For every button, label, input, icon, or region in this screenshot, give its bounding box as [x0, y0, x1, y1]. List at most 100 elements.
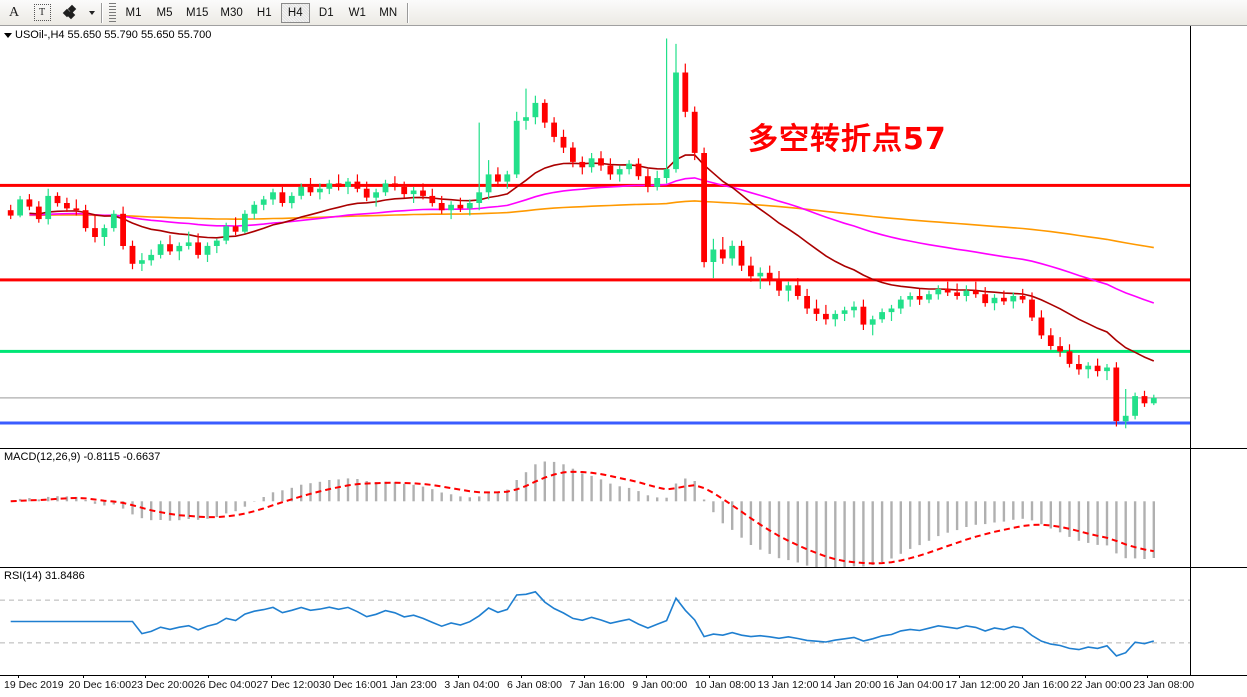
candle — [1085, 365, 1092, 370]
time-tick-mark — [771, 675, 773, 678]
candle — [26, 199, 33, 207]
candle — [1113, 367, 1120, 422]
timeframe-m5[interactable]: M5 — [156, 6, 173, 19]
time-tick-mark — [521, 675, 523, 678]
candle — [804, 296, 810, 309]
ma-mid-line — [29, 177, 1155, 304]
timeframe-h4[interactable]: H4 — [280, 2, 310, 23]
objects-list-icon[interactable] — [57, 2, 83, 24]
candle — [729, 245, 736, 259]
time-tick-mark — [458, 675, 460, 678]
time-tick-label: 14 Jan 20:00 — [820, 679, 881, 691]
candle — [954, 292, 960, 296]
candle — [148, 254, 155, 261]
timeframe-d1[interactable]: D1 — [318, 6, 334, 19]
candle — [654, 178, 661, 187]
price-pane[interactable]: 多空转折点57 USOil-,H4 55.650 55.790 55.650 5… — [0, 26, 1247, 448]
time-tick-label: 20 Jan 16:00 — [1008, 679, 1069, 691]
rsi-svg — [0, 590, 1190, 657]
candle — [64, 203, 70, 209]
price-plot[interactable]: 多空转折点57 — [0, 26, 1190, 448]
candle — [607, 165, 614, 175]
timeframe-h1[interactable]: H1 — [256, 6, 272, 19]
candle — [410, 190, 417, 195]
toolbar-divider-2 — [406, 2, 409, 23]
time-axis[interactable]: 19 Dec 2019 20 Dec 16:00 23 Dec 20:00 26 De… — [0, 675, 1247, 697]
ma-slow-line — [29, 200, 1154, 249]
candle — [926, 294, 932, 300]
candle — [1132, 396, 1138, 416]
macd-plot[interactable] — [0, 449, 1190, 568]
candle — [185, 242, 192, 246]
candle — [35, 206, 42, 220]
candle — [673, 72, 679, 170]
price-axis[interactable]: 65.74564.82063.87062.94562.02061.07060.1… — [1190, 26, 1247, 448]
current-price-line — [0, 397, 1190, 399]
rsi-line — [10, 590, 1155, 657]
chart-area[interactable]: 多空转折点57 USOil-,H4 55.650 55.790 55.650 5… — [0, 26, 1247, 697]
macd-pane[interactable]: MACD(12,26,9) -0.8115 -0.6637 0.77820.00… — [0, 448, 1247, 568]
candle — [335, 183, 342, 187]
time-tick-mark — [145, 675, 147, 678]
time-tick-mark — [82, 675, 84, 678]
rsi-plot[interactable] — [0, 568, 1190, 676]
candle — [7, 210, 14, 216]
text-tool-icon[interactable]: A — [8, 4, 20, 20]
candle — [382, 183, 389, 193]
toolbar-drag-handle[interactable] — [109, 2, 116, 23]
candle — [982, 294, 989, 304]
candle — [92, 228, 98, 237]
rsi-pane[interactable]: RSI(14) 31.8486 10070300 — [0, 567, 1247, 676]
candle — [1141, 396, 1148, 404]
candle — [888, 308, 895, 313]
time-tick-label: 23 Jan 08:00 — [1133, 679, 1195, 691]
candle — [1076, 364, 1082, 370]
time-tick-mark — [646, 675, 648, 678]
candle — [860, 306, 867, 325]
candle — [363, 188, 370, 198]
candle — [373, 192, 379, 198]
candle — [616, 169, 623, 175]
timeframe-mn[interactable]: MN — [379, 6, 398, 19]
candle — [429, 195, 436, 204]
objects-dropdown-caret-icon[interactable] — [85, 2, 97, 24]
symbol-quote-text: USOil-,H4 55.650 55.790 55.650 55.700 — [15, 29, 212, 41]
text-label-tool-icon[interactable]: T — [29, 2, 55, 24]
resistance-61643 — [0, 183, 1190, 187]
candle — [288, 195, 295, 204]
time-tick-label: 19 Dec 2019 — [4, 679, 64, 691]
candle — [551, 122, 557, 137]
candle — [560, 136, 567, 148]
candle — [167, 244, 173, 252]
timeframe-m30[interactable]: M30 — [220, 6, 243, 19]
time-tick-mark — [896, 675, 898, 678]
candle — [532, 102, 539, 118]
candle — [457, 204, 464, 209]
time-tick-mark — [959, 675, 961, 678]
candle — [991, 297, 998, 304]
timeframe-w1[interactable]: W1 — [348, 6, 366, 19]
time-tick-mark — [708, 675, 710, 678]
time-tick-label: 20 Dec 16:00 — [68, 679, 132, 691]
candle — [963, 290, 970, 296]
candle — [701, 153, 707, 263]
candle — [345, 181, 351, 187]
collapse-arrow-icon[interactable] — [4, 32, 12, 38]
timeframe-m15[interactable]: M15 — [186, 6, 209, 19]
candle — [73, 208, 80, 211]
candle — [1122, 415, 1129, 422]
timeframe-m1[interactable]: M1 — [125, 6, 142, 19]
main-toolbar: A T M1 M5 M15 M30 H1 H4 D1 W1 MN — [0, 0, 1247, 26]
pivot-57000 — [0, 349, 1190, 353]
rsi-axis: 10070300 — [1190, 568, 1247, 676]
candle — [1038, 317, 1045, 336]
candle — [354, 181, 361, 189]
time-tick-mark — [207, 675, 209, 678]
time-tick-mark — [583, 675, 585, 678]
candle — [232, 226, 239, 232]
candle — [251, 204, 258, 214]
macd-title: MACD(12,26,9) -0.8115 -0.6637 — [4, 451, 161, 463]
candle — [513, 120, 520, 175]
time-tick-label: 9 Jan 00:00 — [632, 679, 688, 691]
macd-axis: 0.77820.00-0.9773 — [1190, 449, 1247, 568]
